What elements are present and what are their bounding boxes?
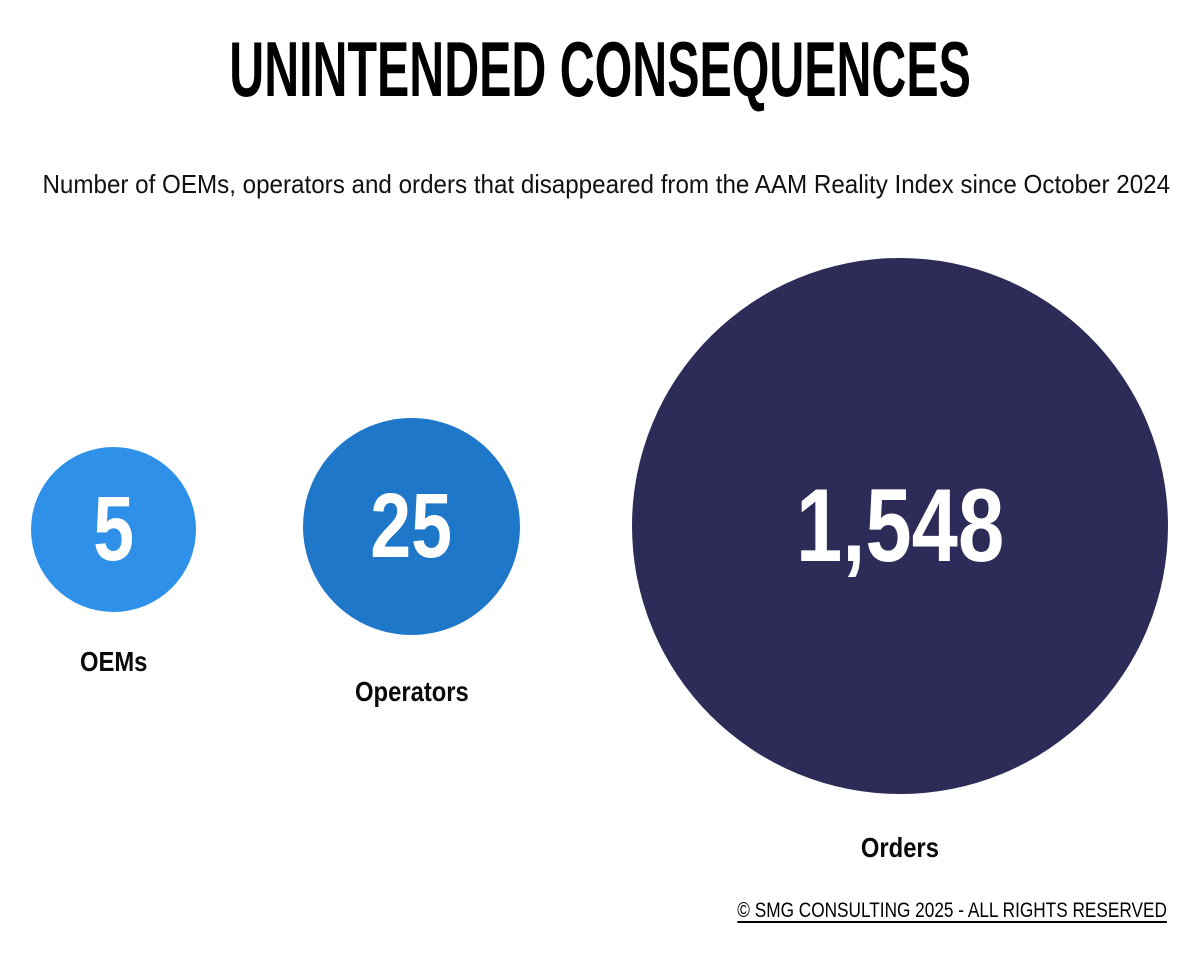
page-title: UNINTENDED CONSEQUENCES [0, 30, 1200, 108]
label-operators-text: Operators [355, 676, 469, 707]
bubble-operators-value: 25 [370, 475, 453, 577]
page-title-text: UNINTENDED CONSEQUENCES [229, 25, 971, 113]
chart-subtitle-text: Number of OEMs, operators and orders tha… [42, 169, 1171, 199]
label-orders: Orders [780, 832, 1020, 864]
bubble-orders: 1,548 [632, 258, 1168, 794]
chart-subtitle: Number of OEMs, operators and orders tha… [0, 169, 1200, 200]
label-orders-text: Orders [860, 832, 940, 863]
label-operators: Operators [292, 676, 532, 708]
bubble-oems-value: 5 [93, 478, 134, 580]
copyright-footer: © SMG CONSULTING 2025 - ALL RIGHTS RESER… [643, 899, 1167, 923]
copyright-footer-text: © SMG CONSULTING 2025 - ALL RIGHTS RESER… [737, 899, 1167, 922]
bubble-orders-value: 1,548 [795, 467, 1005, 584]
label-oems-text: OEMs [80, 646, 148, 677]
bubble-oems: 5 [31, 447, 196, 612]
bubble-operators: 25 [303, 418, 520, 635]
label-oems: OEMs [0, 646, 234, 678]
